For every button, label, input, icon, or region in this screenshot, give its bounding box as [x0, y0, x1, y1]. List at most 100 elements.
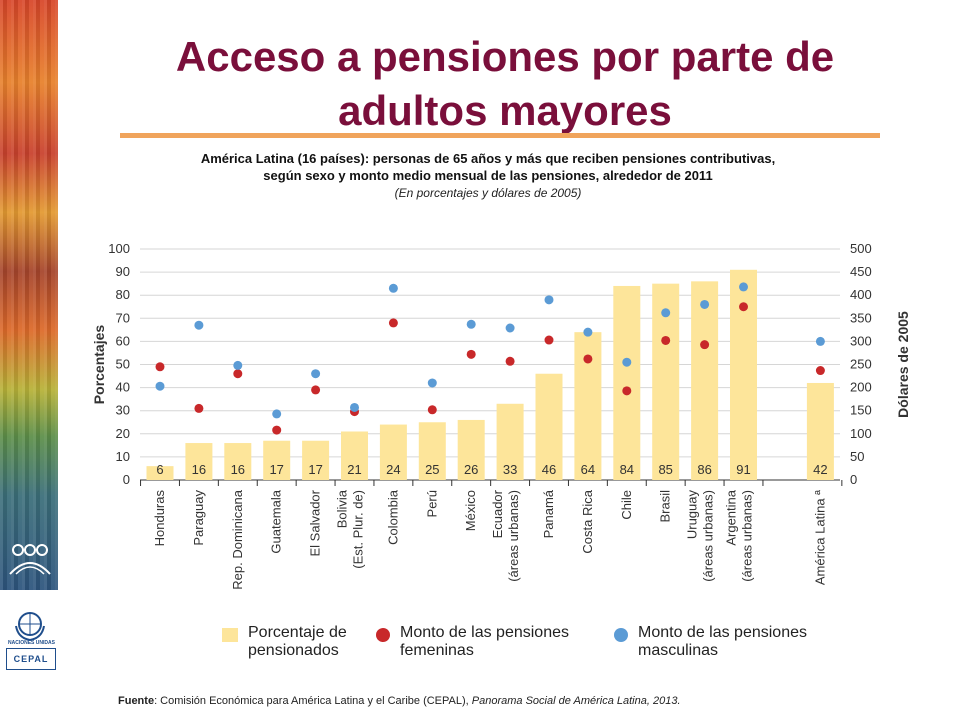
source-italic: Panorama Social de América Latina, 2013.: [471, 695, 681, 707]
male-point: [272, 409, 282, 419]
legend-item-bar: Porcentaje de pensionados: [222, 624, 378, 660]
male-point: [427, 378, 437, 388]
chart-units: (En porcentajes y dólares de 2005): [394, 186, 582, 200]
subtitle-line-2: según sexo y monto medio mensual de las …: [263, 168, 713, 183]
male-point: [739, 282, 748, 292]
bar-mark: [146, 466, 174, 480]
female-point: [311, 385, 321, 395]
male-point: [661, 308, 671, 318]
male-point: [311, 369, 321, 379]
y-left-tick-label: 20: [116, 426, 130, 441]
female-point: [388, 318, 398, 328]
y-left-tick-label: 70: [116, 310, 130, 325]
x-category-label: México: [463, 490, 478, 531]
bar-mark: [379, 424, 407, 480]
female-point: [272, 425, 282, 435]
female-point: [194, 403, 204, 413]
legend-female-swatch: [376, 628, 390, 642]
title-divider: [120, 133, 880, 138]
pension-chart: 0 10 20 30 40 50 60 70 80 90 100 0 50 100 150 200 250 300…: [91, 241, 911, 590]
bar-data-label: 24: [386, 462, 400, 477]
bar-data-label: 33: [503, 462, 517, 477]
male-point: [388, 283, 398, 293]
bar-mark: [418, 422, 446, 480]
bar-mark: [263, 440, 291, 480]
y-right-tick-label: 0: [850, 472, 857, 487]
female-point: [544, 335, 554, 345]
bar-data-label: 16: [192, 462, 206, 477]
bar-mark: [302, 440, 330, 480]
bar-data-label: 21: [347, 462, 361, 477]
bar-mark: [613, 285, 641, 480]
bar-mark: [224, 443, 252, 480]
legend-item-male: Monto de las pensiones masculinas: [614, 624, 838, 660]
x-category-label: Panamá: [541, 489, 556, 538]
y-right-tick-label: 450: [850, 264, 872, 279]
male-point: [505, 323, 515, 333]
bar-mark: [185, 443, 213, 480]
subtitle-line-1: América Latina (16 países): personas de …: [200, 151, 776, 166]
x-category-label: Brasil: [658, 490, 673, 523]
female-point: [622, 386, 632, 396]
source-text: : Comisión Económica para América Latina…: [154, 695, 472, 707]
x-category-label: Guatemala: [269, 489, 284, 553]
bar-mark: [457, 419, 485, 480]
bar-data-label: 85: [658, 462, 672, 477]
x-category-label: América Latina ª: [812, 490, 827, 585]
bar-mark: [341, 431, 368, 480]
male-point: [583, 327, 593, 337]
y-right-tick-label: 250: [850, 357, 872, 372]
female-point: [583, 354, 593, 364]
source-note: Fuente: Comisión Económica para América …: [118, 695, 681, 707]
bar-data-label: 46: [542, 462, 556, 477]
legend-bar-label: Porcentaje de pensionados: [248, 624, 347, 659]
x-category-label: (áreas urbanas): [740, 490, 755, 582]
bar-mark: [574, 332, 602, 480]
y-right-tick-label: 300: [850, 333, 872, 348]
female-point: [427, 405, 437, 415]
y-right-axis-label: Dólares de 2005: [895, 311, 911, 418]
y-left-tick-label: 30: [116, 403, 130, 418]
x-category-label: Honduras: [152, 490, 167, 547]
female-point: [815, 366, 825, 376]
male-point: [155, 381, 165, 391]
male-point: [350, 402, 359, 412]
male-point: [622, 357, 632, 367]
female-point: [739, 302, 748, 312]
bar-data-label: 91: [736, 462, 750, 477]
cepal-logo-text: CEPAL: [6, 648, 56, 670]
bar-mark: [730, 269, 757, 480]
source-prefix: Fuente: [118, 695, 155, 707]
decorative-side-band: [0, 0, 58, 590]
bar-data-label: 84: [620, 462, 634, 477]
y-left-tick-label: 100: [108, 241, 130, 256]
x-category-label: (áreas urbanas): [701, 490, 716, 582]
x-category-label: Colombia: [385, 489, 400, 545]
x-category-label: Paraguay: [191, 490, 206, 546]
female-point: [233, 369, 243, 379]
y-left-tick-label: 40: [116, 380, 130, 395]
male-point: [544, 295, 554, 305]
y-right-tick-label: 500: [850, 241, 872, 256]
y-left-tick-label: 10: [116, 449, 130, 464]
x-category-label: Perú: [424, 490, 439, 517]
page-title: Acceso a pensiones por parte de adultos …: [175, 33, 835, 134]
bar-mark: [496, 403, 524, 480]
y-left-tick-label: 0: [123, 472, 130, 487]
y-left-axis-label: Porcentajes: [91, 325, 107, 405]
bar-data-label: 64: [581, 462, 595, 477]
x-category-label: Bolivia: [335, 489, 350, 528]
y-right-tick-label: 150: [850, 403, 872, 418]
y-right-tick-label: 200: [850, 380, 872, 395]
male-point: [194, 320, 204, 330]
legend-item-female: Monto de las pensiones femeninas: [376, 624, 600, 660]
x-category-label: Costa Rica: [580, 489, 595, 553]
female-point: [661, 335, 671, 345]
male-point: [233, 360, 243, 370]
female-point: [466, 349, 476, 359]
female-point: [155, 362, 165, 372]
x-category-label: El Salvador: [308, 489, 323, 556]
un-logo-text: NACIONES UNIDAS: [8, 640, 55, 646]
chart-subtitle: América Latina (16 países): personas de …: [120, 150, 856, 184]
bar-data-label: 17: [269, 462, 283, 477]
